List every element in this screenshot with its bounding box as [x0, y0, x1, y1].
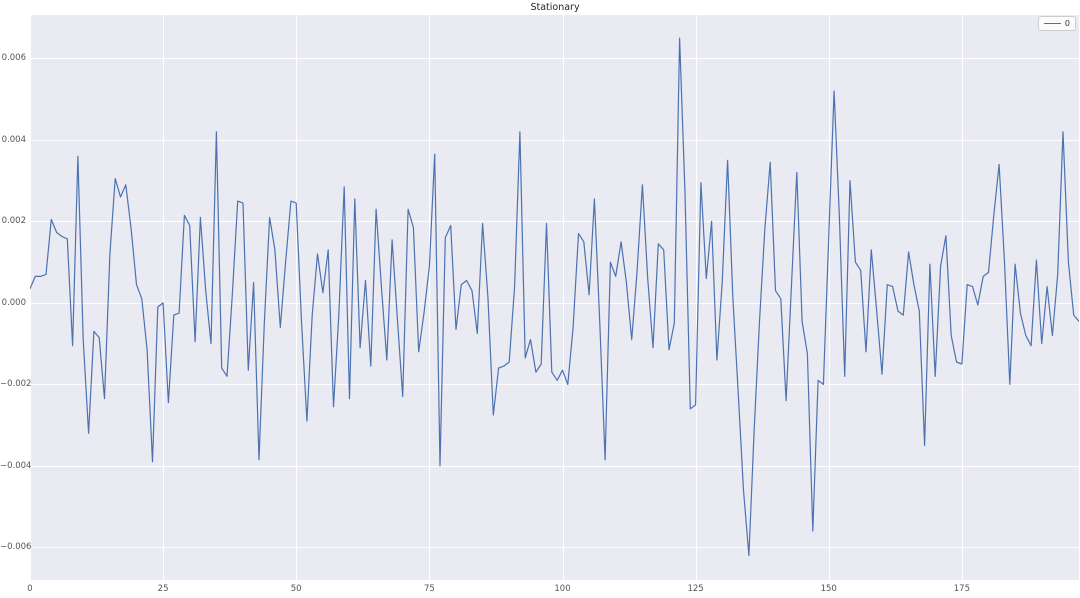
y-tick-label: 0.004 [1, 134, 26, 145]
y-tick-label: −0.002 [0, 379, 32, 390]
x-tick-label: 0 [27, 584, 33, 594]
v-gridline [429, 15, 431, 580]
x-tick-label: 150 [820, 584, 837, 594]
h-gridline [30, 465, 1079, 467]
v-gridline [163, 15, 165, 580]
x-tick-label: 75 [423, 584, 435, 594]
y-tick-label: 0.000 [1, 297, 26, 308]
y-tick-label: −0.004 [0, 460, 32, 471]
x-tick-label: 25 [157, 584, 169, 594]
y-tick-label: 0.002 [1, 216, 26, 227]
x-tick-label: 50 [290, 584, 302, 594]
y-tick-label: −0.006 [0, 542, 32, 553]
legend-line-icon [1043, 23, 1061, 24]
h-gridline [30, 139, 1079, 141]
x-tick-label: 175 [953, 584, 971, 594]
h-gridline [30, 547, 1079, 549]
v-gridline [296, 15, 298, 580]
chart-title: Stationary [530, 2, 580, 13]
h-gridline [30, 302, 1079, 304]
h-gridline [30, 221, 1079, 223]
legend-label: 0 [1064, 19, 1070, 28]
x-tick-label: 100 [554, 584, 571, 594]
v-gridline [562, 15, 564, 580]
h-gridline [30, 384, 1079, 386]
x-tick-label: 125 [687, 584, 704, 594]
y-tick-label: 0.006 [1, 53, 26, 64]
series-line-0 [30, 37, 1079, 557]
h-gridline [30, 58, 1079, 60]
v-gridline [828, 15, 830, 580]
v-gridline [30, 15, 31, 580]
v-gridline [695, 15, 697, 580]
plot-area: 0 [30, 15, 1079, 580]
legend: 0 [1037, 16, 1076, 31]
v-gridline [961, 15, 963, 580]
series-svg [30, 37, 1079, 557]
